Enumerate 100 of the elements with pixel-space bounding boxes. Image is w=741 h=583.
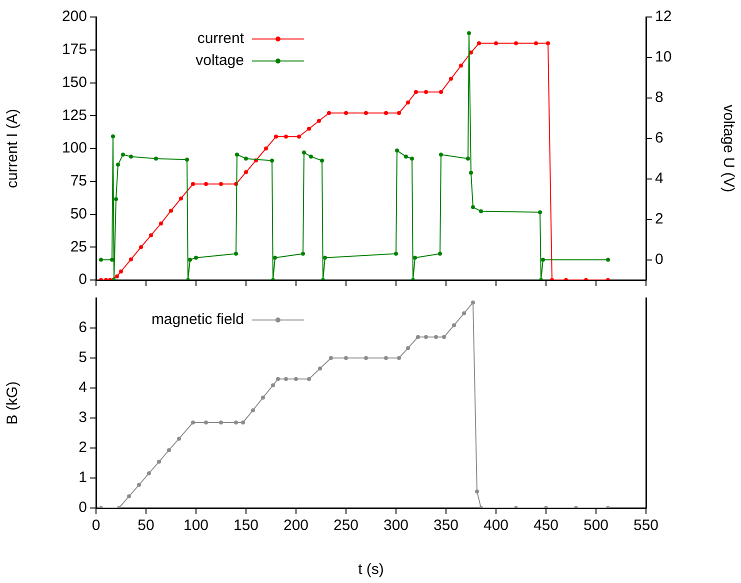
y-tick-label: 0 [78, 499, 87, 516]
point [397, 110, 401, 115]
point [110, 258, 114, 262]
point [442, 335, 446, 339]
x-tick-label: 300 [383, 517, 409, 534]
y-tick-label: 0 [78, 271, 87, 288]
y-tick-label: 3 [78, 409, 87, 426]
point [115, 274, 119, 278]
y-axis-title: B (kG) [4, 381, 22, 425]
point [251, 408, 255, 412]
x-axis-title: t (s) [358, 561, 384, 578]
x-tick-label: 250 [333, 517, 359, 534]
point [137, 482, 141, 487]
y-tick-label: 4 [78, 379, 87, 396]
point [395, 148, 399, 153]
point [271, 383, 275, 388]
point [297, 134, 301, 139]
point [273, 256, 277, 260]
point [147, 471, 151, 476]
point [449, 76, 453, 81]
point [99, 258, 103, 262]
y-tick-label: 1 [78, 469, 87, 486]
y-tick-label: 125 [62, 106, 87, 124]
y2-tick-label: 10 [655, 48, 672, 66]
point [494, 41, 498, 46]
point [185, 158, 189, 162]
point [167, 448, 171, 452]
point [538, 210, 542, 214]
point [320, 158, 324, 163]
point [149, 233, 153, 238]
point [276, 377, 280, 381]
point [159, 221, 163, 226]
y2-tick-label: 0 [655, 250, 664, 268]
point [397, 356, 401, 360]
x-tick-label: 100 [183, 517, 209, 534]
point [434, 335, 438, 339]
point [467, 31, 471, 36]
point [204, 182, 208, 186]
point [414, 90, 418, 94]
y2-tick-label: 4 [655, 170, 664, 187]
y-tick-label: 175 [62, 41, 87, 58]
point [302, 150, 306, 155]
point [327, 110, 331, 115]
y2-tick-label: 6 [655, 130, 664, 147]
x-tick-label: 50 [138, 517, 154, 534]
point [384, 356, 388, 360]
point [188, 258, 192, 262]
point [459, 64, 463, 68]
point [119, 269, 123, 274]
point [439, 152, 443, 157]
y-tick-label: 2 [78, 439, 87, 456]
y-tick-label: 6 [78, 319, 87, 336]
point [410, 156, 414, 161]
point [534, 41, 538, 46]
point [234, 252, 238, 256]
point [234, 420, 238, 424]
point [438, 252, 442, 256]
point [424, 90, 428, 94]
point [270, 158, 274, 163]
legend-label: magnetic field [151, 311, 244, 328]
point [469, 170, 473, 175]
point [416, 335, 420, 339]
x-tick-label: 550 [633, 517, 659, 534]
point [384, 110, 388, 115]
point [114, 197, 118, 202]
y-tick-label: 100 [62, 140, 87, 157]
point [462, 311, 466, 316]
y2-tick-label: 2 [655, 210, 664, 228]
point [439, 90, 443, 94]
point [169, 208, 173, 213]
point [191, 420, 195, 424]
point [129, 154, 133, 159]
y2-tick-label: 12 [655, 8, 672, 26]
y-tick-label: 25 [70, 238, 87, 256]
point [406, 100, 410, 104]
point [471, 300, 475, 304]
point [194, 256, 198, 260]
y-tick-label: 5 [78, 349, 87, 366]
point [129, 257, 133, 262]
x-tick-label: 150 [233, 517, 259, 534]
x-tick-label: 400 [483, 517, 509, 534]
point [244, 156, 248, 161]
point [479, 209, 483, 214]
x-tick-label: 0 [92, 517, 100, 534]
point [344, 356, 348, 360]
point [157, 460, 161, 464]
point [111, 134, 115, 138]
point [307, 377, 311, 381]
point [475, 490, 479, 494]
point [204, 420, 208, 424]
point [452, 323, 456, 328]
point [329, 356, 333, 360]
point [294, 377, 298, 381]
point [139, 245, 143, 250]
point [514, 41, 518, 46]
point [318, 366, 322, 370]
legend-label: current [197, 30, 245, 48]
point [261, 396, 265, 400]
y-tick-label: 75 [70, 172, 87, 190]
point [477, 41, 481, 46]
